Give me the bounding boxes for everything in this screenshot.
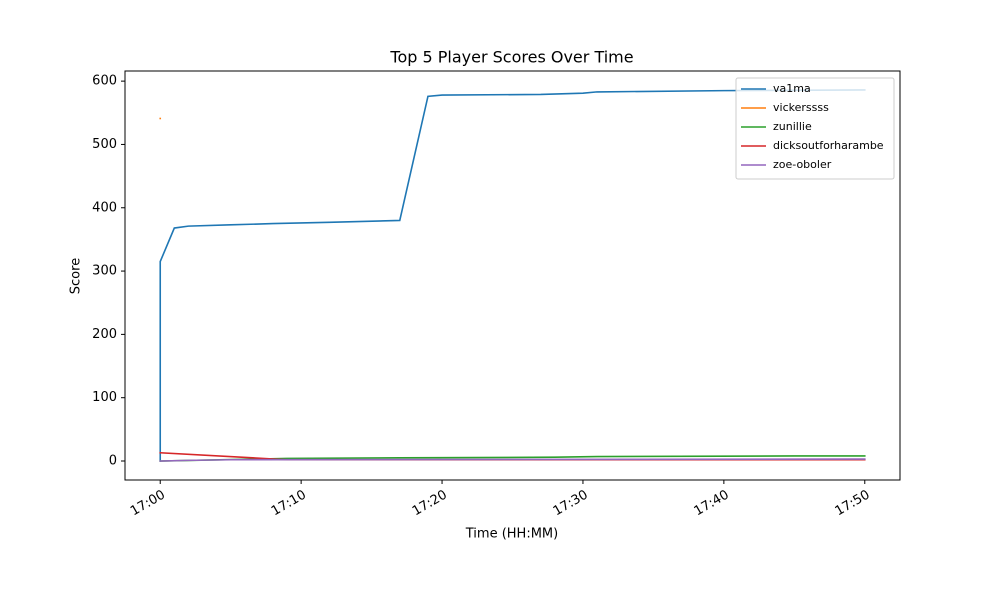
y-tick-label: 300	[92, 264, 117, 279]
legend-label: vickerssss	[773, 101, 829, 114]
legend-label: dicksoutforharambe	[773, 139, 884, 152]
legend-label: zunillie	[773, 120, 812, 133]
legend-label: va1ma	[773, 82, 811, 95]
series-line	[159, 455, 866, 462]
legend-box	[735, 77, 895, 180]
y-tick-label: 100	[92, 390, 117, 405]
x-axis-label: Time (HH:MM)	[465, 527, 558, 542]
y-tick-label: 0	[109, 454, 117, 469]
legend: va1ma vickerssss zunillie dicksoutforharamb…	[735, 77, 895, 180]
chart-title: Top 5 Player Scores Over Time	[389, 48, 633, 67]
y-tick-label: 500	[92, 137, 117, 152]
legend-label: zoe-oboler	[773, 158, 832, 171]
series-line	[159, 458, 866, 462]
y-tick-label: 400	[92, 200, 117, 215]
series-line	[159, 89, 866, 462]
y-tick-label: 600	[92, 74, 117, 89]
y-tick-label: 200	[92, 327, 117, 342]
y-axis-label: Score	[69, 258, 84, 294]
plot-frame	[124, 70, 901, 481]
